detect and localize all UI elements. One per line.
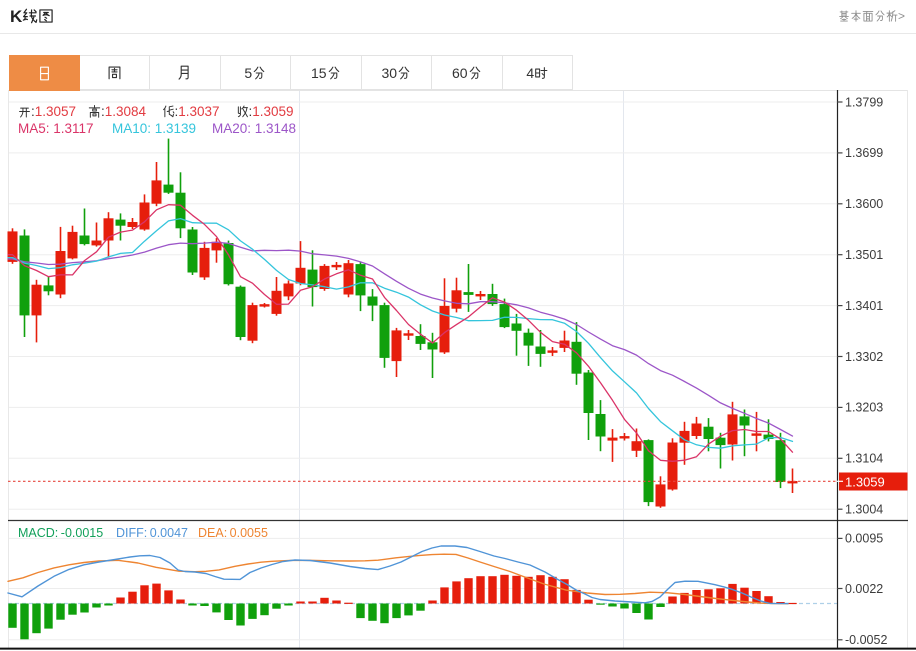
- svg-text:1.3004: 1.3004: [845, 503, 883, 517]
- svg-text:-0.0052: -0.0052: [845, 633, 887, 647]
- svg-text:0.0022: 0.0022: [845, 582, 883, 596]
- svg-text:0.0095: 0.0095: [845, 532, 883, 546]
- svg-text:1.3600: 1.3600: [845, 197, 883, 211]
- svg-text:1.3203: 1.3203: [845, 401, 883, 415]
- svg-text:1.3059: 1.3059: [845, 475, 885, 490]
- svg-text:1.3104: 1.3104: [845, 452, 883, 466]
- svg-text:1.3699: 1.3699: [845, 146, 883, 160]
- svg-text:1.3799: 1.3799: [845, 95, 883, 109]
- svg-text:1.3302: 1.3302: [845, 350, 883, 364]
- svg-text:1.3401: 1.3401: [845, 299, 883, 313]
- svg-text:1.3501: 1.3501: [845, 248, 883, 262]
